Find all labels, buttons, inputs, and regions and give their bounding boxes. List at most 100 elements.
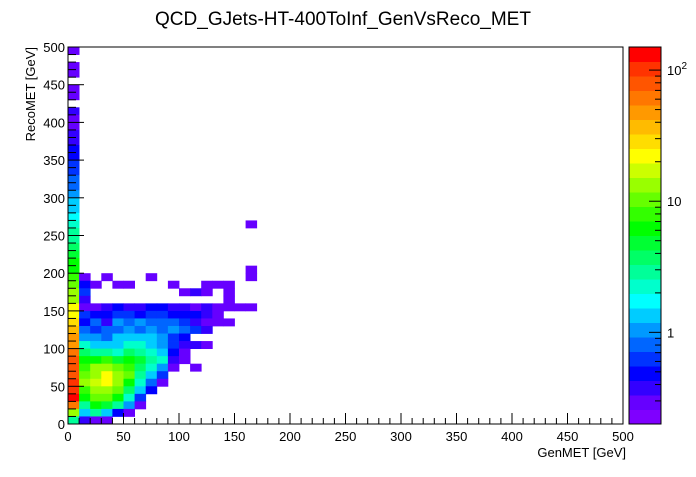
heatmap-bin (68, 401, 80, 410)
x-tick-label: 0 (64, 429, 71, 444)
heatmap-bin (112, 356, 124, 365)
heatmap-bin (245, 220, 258, 229)
heatmap-bin (79, 341, 91, 349)
color-scale-swatch (629, 163, 661, 178)
heatmap-bin (179, 303, 191, 312)
heatmap-bin (68, 137, 80, 146)
heatmap-bin (68, 341, 80, 349)
heatmap-bin (123, 310, 135, 319)
heatmap-bin (212, 318, 224, 327)
heatmap-bin (68, 416, 80, 425)
heatmap-bin (167, 356, 180, 365)
heatmap-bin (79, 378, 91, 387)
heatmap-bin (123, 386, 135, 395)
heatmap-bin (112, 401, 124, 410)
heatmap-bin (145, 273, 158, 282)
heatmap-bin (112, 348, 124, 357)
color-scale-swatch (629, 235, 661, 251)
heatmap-bin (145, 325, 158, 334)
heatmap-bin (101, 401, 113, 410)
heatmap-bin (145, 333, 158, 342)
heatmap-bin (134, 401, 147, 410)
histogram-bins (68, 47, 258, 425)
heatmap-bin (179, 333, 191, 342)
heatmap-bin (123, 356, 135, 365)
heatmap-bin (156, 371, 169, 380)
heatmap-bin (179, 348, 191, 357)
y-axis: 0 50 100 150 200 250 300 350 400 450 500 (43, 40, 84, 432)
color-scale-swatch (629, 148, 661, 164)
heatmap-bin (101, 333, 113, 342)
heatmap-bin (101, 273, 113, 282)
heatmap-bin (68, 243, 80, 251)
heatmap-bin (68, 220, 80, 229)
heatmap-bin (190, 288, 202, 297)
color-scale-swatch (629, 337, 661, 352)
heatmap-bin (68, 356, 80, 365)
heatmap-bin (90, 408, 102, 417)
heatmap-bin (112, 310, 124, 319)
heatmap-bin (123, 363, 135, 372)
heatmap-bin (123, 341, 135, 349)
heatmap-bin (123, 408, 135, 417)
heatmap-bin (68, 92, 80, 101)
heatmap-bin (79, 325, 91, 334)
heatmap-bin (179, 325, 191, 334)
heatmap-bin (134, 386, 147, 395)
heatmap-bin (145, 363, 158, 372)
color-scale-axis: 1 10 102 (649, 61, 687, 425)
heatmap-bin (101, 363, 113, 372)
heatmap-bin (90, 333, 102, 342)
heatmap-bin (179, 310, 191, 319)
heatmap-bin (190, 363, 202, 372)
heatmap-bin (68, 235, 80, 244)
heatmap-bin (112, 325, 124, 334)
heatmap-bin (212, 303, 224, 312)
heatmap-bin (68, 205, 80, 214)
heatmap-bin (156, 363, 169, 372)
heatmap-bin (145, 378, 158, 387)
heatmap-bin (201, 325, 213, 334)
heatmap-bin (68, 167, 80, 176)
heatmap-bin (68, 303, 80, 312)
heatmap-bin (90, 280, 102, 289)
heatmap-bin (156, 356, 169, 365)
heatmap-bin (90, 393, 102, 402)
heatmap-bin (79, 318, 91, 327)
heatmap-bin (68, 295, 80, 304)
heatmap-bin (79, 371, 91, 380)
color-scale-swatch (629, 221, 661, 236)
heatmap-bin (179, 318, 191, 327)
heatmap-bin (123, 393, 135, 402)
color-scale-swatch (629, 61, 661, 77)
heatmap-bin (167, 333, 180, 342)
heatmap-bin (156, 325, 169, 334)
z-tick-label: 1 (667, 325, 674, 340)
heatmap-bin (101, 348, 113, 357)
heatmap-bin (79, 333, 91, 342)
x-axis: 0 50 100 150 200 250 300 350 400 450 500 (64, 413, 634, 444)
heatmap-bin (79, 416, 91, 425)
heatmap-bin (90, 363, 102, 372)
heatmap-bin (90, 371, 102, 380)
color-scale-swatch (629, 264, 661, 280)
heatmap-bin (123, 378, 135, 387)
heatmap-bin (112, 386, 124, 395)
color-scale-swatch (629, 105, 661, 120)
heatmap-bin (145, 348, 158, 357)
color-scale-bar: 1 10 102 (628, 46, 687, 425)
y-tick-label: 0 (58, 417, 65, 432)
heatmap-bin (134, 348, 147, 357)
heatmap-bin (145, 310, 158, 319)
color-scale-swatch (629, 192, 661, 207)
heatmap-bin (90, 341, 102, 349)
heatmap-bin (68, 393, 80, 402)
heatmap-bin (112, 393, 124, 402)
heatmap-bin (68, 288, 80, 297)
heatmap-bin (245, 265, 258, 274)
heatmap-bin (201, 310, 213, 319)
color-scale-swatch (629, 322, 661, 338)
heatmap-bin (68, 175, 80, 184)
heatmap-bin (90, 356, 102, 365)
heatmap-bin (68, 160, 80, 169)
